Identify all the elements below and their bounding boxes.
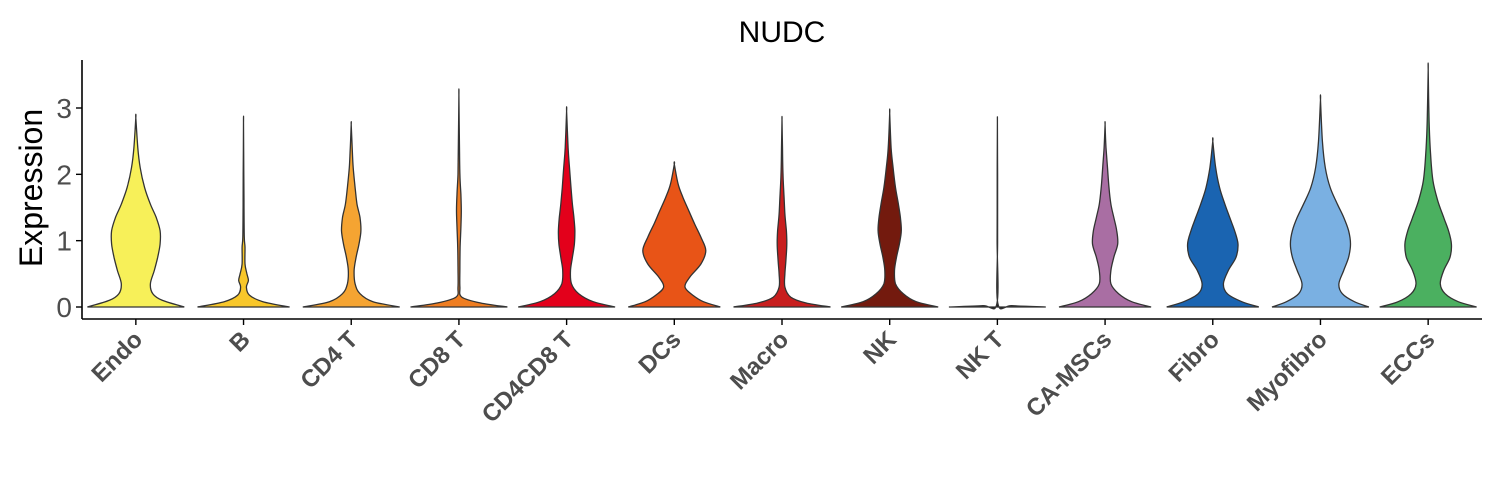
x-tick-label: CD4CD8 T [477,326,579,428]
violin-myofibro [1271,94,1370,308]
x-tick-label: CD4 T [295,326,363,394]
y-ticks-group: 0 1 2 3 [56,93,82,323]
violins-group [87,62,1477,310]
violin-b [197,115,290,308]
x-tick-label: B [224,326,255,357]
violin-endo [87,113,185,308]
x-tick-label: Myofibro [1242,326,1333,417]
violin-ca-mscs [1058,121,1152,308]
x-tick-label: DCs [634,326,687,379]
violin-cd4cd8-t [518,106,616,308]
violin-fibro [1166,137,1259,308]
violin-eccs [1379,62,1477,308]
x-tick-label: Endo [87,326,149,388]
x-tick-label: CD8 T [403,326,471,394]
violin-macro [733,115,831,308]
x-tick-label: NK T [951,326,1010,385]
x-tick-label: NK [858,326,902,370]
x-tick-label: ECCs [1376,326,1440,390]
y-tick-label: 1 [56,226,72,257]
y-tick-label: 2 [56,159,72,190]
x-tick-label: CA-MSCs [1021,326,1117,422]
x-tick-label: Fibro [1163,326,1225,388]
violin-nk-t [948,116,1046,310]
violin-dcs [628,161,721,308]
x-tick-label: Macro [725,326,794,395]
x-ticks-group: Endo B CD4 T CD8 T CD4CD8 T DCs Macro NK NK T CA-… [87,319,1440,428]
y-tick-label: 3 [56,93,72,124]
violin-cd8-t [410,88,508,308]
violin-cd4-t [302,121,400,308]
y-tick-label: 0 [56,292,72,323]
chart-title: NUDC [739,16,826,49]
y-axis-label: Expression [13,109,49,267]
violin-nk [841,108,939,308]
